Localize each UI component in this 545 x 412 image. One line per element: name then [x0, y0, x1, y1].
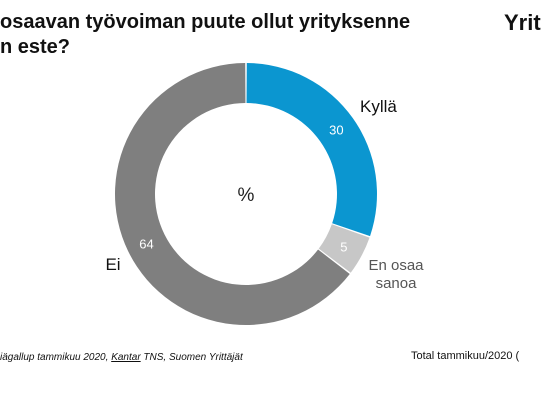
value-label-en-osaa-sanoa: 5 — [340, 239, 347, 254]
chart-title-line-1: osaavan työvoiman puute ollut yrityksenn… — [0, 11, 411, 33]
source-prefix: iägallup tammikuu 2020, — [0, 352, 112, 363]
category-label-kyllä: Kyllä — [360, 97, 397, 116]
category-label-ei: Ei — [105, 255, 120, 274]
center-label: % — [238, 185, 255, 206]
brand-logo-text: Yrit — [504, 10, 541, 35]
category-label-en-osaa-sanoa: En osaa sanoa — [368, 257, 424, 292]
source-suffix: TNS, Suomen Yrittäjät — [140, 352, 243, 363]
source-link-kantar[interactable]: Kantar — [111, 352, 141, 363]
value-label-ei: 64 — [139, 236, 153, 251]
donut-slice-en-osaa-sanoa — [318, 224, 370, 273]
chart-title: osaavan työvoiman puute ollut yrityksenn… — [0, 10, 480, 60]
chart-title-line-2: n este? — [0, 36, 71, 58]
donut-slice-kyllä — [246, 63, 377, 237]
source-note: iägallup tammikuu 2020, Kantar TNS, Suom… — [0, 352, 243, 363]
donut-slice-ei — [115, 63, 350, 326]
value-label-kyllä: 30 — [329, 123, 343, 138]
total-note: Total tammikuu/2020 ( — [411, 350, 520, 362]
